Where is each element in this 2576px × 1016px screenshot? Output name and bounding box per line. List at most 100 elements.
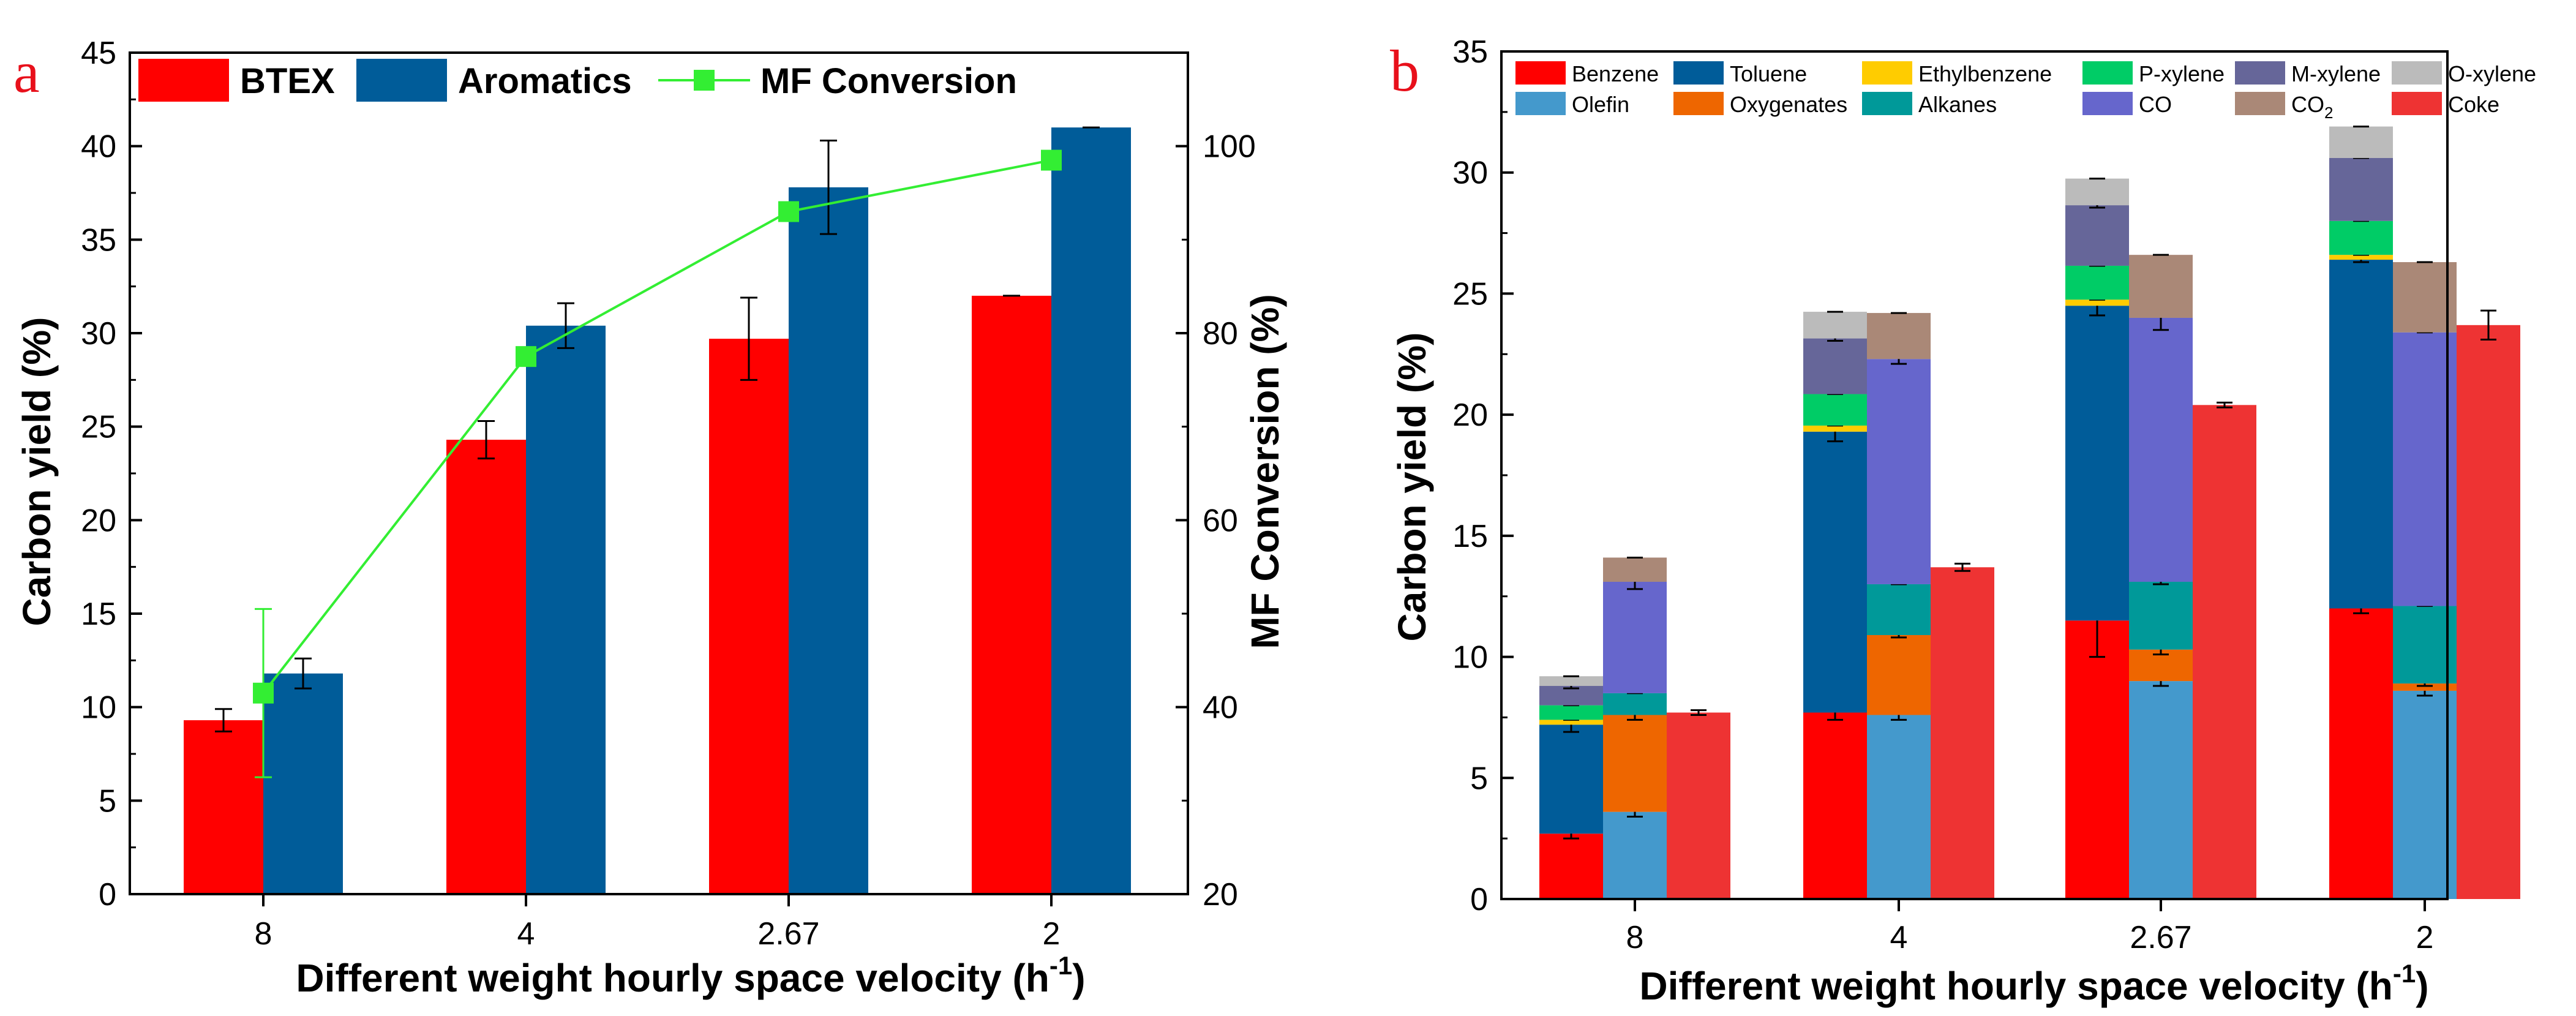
y-right-tick-label-60: 60 [1203,503,1238,538]
segment-co-8 [1603,581,1667,693]
legend-item-oxygenates: Oxygenates [1673,92,1847,117]
marker-mf-4 [516,346,536,367]
legend-item-olefin: Olefin [1515,92,1629,117]
segment-co-4 [1867,359,1931,584]
segment-benzene-8 [1539,833,1603,899]
legend-swatch-ethylbenzene [1862,61,1912,85]
panel-b-chart: b 0 5 10 15 20 25 30 35 8 4 2.67 2 Benzene Toluene Et… [1390,34,2536,1008]
segment-mxylene-2 [2329,157,2393,221]
error-bar-btex-4 [478,420,495,460]
legend-swatch-toluene [1673,61,1724,85]
error-bar-coke-8 [1691,709,1707,716]
segment-coke-8 [1667,712,1730,899]
panel-b-plot-area [1539,126,2520,899]
segment-oxylene-4 [1803,312,1867,339]
legend-label-olefin: Olefin [1572,92,1629,117]
legend-item-co2: CO2 [2235,92,2333,122]
y-tick-label-25: 25 [81,410,116,445]
panel-a-right-axis-title: MF Conversion (%) [1243,294,1287,649]
panel-b-x-axis-title: Different weight hourly space velocity (… [1639,959,2428,1008]
segment-co2-2.67 [2129,255,2193,318]
y-tick-label-20: 20 [81,503,116,538]
segment-olefin-2.67 [2129,681,2193,899]
legend-swatch-pxylene [2082,61,2133,85]
segment-alkanes-2.67 [2129,581,2193,650]
bar-btex-4 [446,440,526,894]
segment-co-2 [2393,332,2457,606]
y-tick-label-15: 15 [81,596,116,632]
segment-co2-4 [1867,313,1931,359]
error-bar-aromatics-4 [557,302,574,349]
panel-b-label: b [1390,38,1419,103]
y-tick-label-5: 5 [1470,761,1488,796]
marker-mf-2.67 [778,201,799,222]
legend-swatch-mxylene [2235,61,2285,85]
segment-co2-8 [1603,557,1667,582]
y-tick-label-0: 0 [99,877,116,913]
segment-mxylene-4 [1803,338,1867,394]
legend-label-mxylene: M-xylene [2291,61,2381,86]
y-right-tick-label-20: 20 [1203,877,1238,913]
segment-ethylbenzene-8 [1539,720,1603,725]
legend-swatch-olefin [1515,92,1566,115]
panel-b-legend: Benzene Toluene Ethylbenzene P-xylene M-xyle… [1515,61,2536,122]
x-tick-label-2: 2 [2416,920,2434,955]
legend-item-benzene: Benzene [1515,61,1659,86]
legend-item-alkanes: Alkanes [1862,92,1997,117]
legend-item-co: CO [2082,92,2172,117]
segment-coke-2 [2457,325,2520,899]
legend-label-toluene: Toluene [1730,61,1807,86]
error-bar-btex-2.67 [740,296,757,381]
segment-coke-4 [1931,567,1994,899]
legend-label-mf-conversion: MF Conversion [760,61,1017,101]
segment-oxygenates-8 [1603,715,1667,812]
legend-label-co: CO [2139,92,2172,117]
segment-toluene-8 [1539,724,1603,834]
legend-swatch-co2 [2235,92,2285,115]
y-tick-label-0: 0 [1470,882,1488,917]
legend-label-benzene: Benzene [1572,61,1659,86]
bar-btex-2 [972,295,1051,894]
legend-swatch-oxylene [2392,61,2442,85]
marker-mf-8 [253,682,274,704]
panel-a-axes: 0 5 10 15 20 25 30 35 40 45 20 40 60 80 100 8 4 2.67 2 [81,36,1256,952]
legend-item-oxylene: O-xylene [2392,61,2536,86]
legend-label-coke: Coke [2448,92,2499,117]
legend-swatch-co [2082,92,2133,115]
error-bar-coke-2 [2480,309,2496,341]
legend-label-aromatics: Aromatics [458,61,632,101]
y-tick-label-35: 35 [81,222,116,258]
panel-a-chart: a 0 5 10 15 20 25 30 35 40 45 20 40 60 80 100 8 4 2.67 2 B… [13,36,1287,1000]
segment-olefin-8 [1603,811,1667,899]
error-bar-btex-8 [215,708,232,732]
legend-swatch-alkanes [1862,92,1912,115]
segment-oxylene-8 [1539,676,1603,687]
panel-a-y-axis-title: Carbon yield (%) [15,317,59,627]
panel-a-plot-area [184,126,1131,895]
panel-b-y-axis-title: Carbon yield (%) [1390,333,1434,642]
legend-label-alkanes: Alkanes [1918,92,1997,117]
x-tick-label-2: 2 [1043,916,1061,952]
x-tick-label-8: 8 [1626,920,1644,955]
x-tick-label-2.67: 2.67 [757,916,819,952]
y-tick-label-40: 40 [81,129,116,165]
segment-oxygenates-2 [2393,683,2457,691]
segment-alkanes-2 [2393,606,2457,684]
segment-pxylene-2.67 [2065,265,2129,300]
panel-a-legend: BTEX Aromatics MF Conversion [138,59,1017,102]
legend-item-ethylbenzene: Ethylbenzene [1862,61,2052,86]
legend-swatch-aromatics [356,59,447,102]
segment-pxylene-8 [1539,705,1603,720]
segment-alkanes-4 [1867,584,1931,635]
bar-aromatics-2 [1051,127,1131,895]
segment-oxylene-2 [2329,126,2393,158]
y-tick-label-30: 30 [81,316,116,352]
y-right-tick-label-40: 40 [1203,690,1238,726]
y-tick-label-10: 10 [81,690,116,726]
bar-btex-8 [184,720,263,894]
legend-marker-mf-conversion [694,70,715,91]
segment-co-2.67 [2129,317,2193,582]
segment-co2-2 [2393,262,2457,333]
bar-btex-2.67 [709,339,789,894]
